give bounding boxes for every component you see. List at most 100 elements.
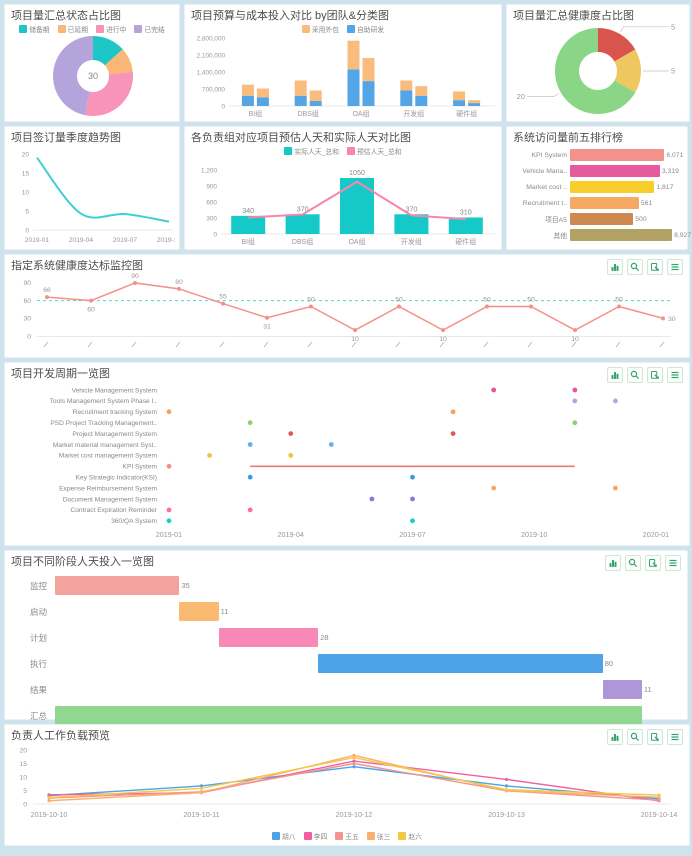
- point-value-label: 50: [307, 297, 315, 304]
- legend-label: 已延期: [67, 26, 88, 34]
- dev-cycle-chart: Vehicle Management System Tools Managemen…: [50, 387, 670, 539]
- monitor-point: [133, 280, 137, 285]
- scatter-point: [613, 485, 618, 491]
- monitor-point: [529, 304, 533, 309]
- excel-export-button[interactable]: [607, 367, 623, 383]
- y-tick-label: 10: [22, 189, 30, 196]
- scatter-point: [491, 485, 497, 491]
- excel-export-button[interactable]: [607, 729, 623, 745]
- x-tick-label: 2019-10: [521, 530, 547, 539]
- chart-title: 项目预算与成本投入对比 by团队&分类图: [191, 10, 390, 22]
- zoom-icon: [630, 732, 640, 742]
- y-tick-label: 15: [22, 170, 30, 177]
- budget-outsource-bar: [400, 80, 413, 91]
- x-tick-mark: [175, 341, 181, 348]
- legend-item[interactable]: 赵六: [398, 831, 422, 841]
- chart-toolbar: [605, 555, 681, 571]
- phase-bar: [602, 680, 642, 699]
- donut-slice: [598, 28, 636, 62]
- menu-button[interactable]: [665, 555, 681, 571]
- download-button[interactable]: [647, 367, 663, 383]
- phase-row: 结果 11: [11, 680, 681, 699]
- y-tick-label: 0: [27, 333, 31, 340]
- scatter-point: [288, 453, 294, 458]
- y-tick-label: 0: [221, 103, 225, 110]
- download-button[interactable]: [647, 259, 663, 275]
- excel-export-icon: [609, 560, 617, 567]
- download-icon: [649, 559, 657, 567]
- legend-item[interactable]: 已完结: [134, 24, 165, 34]
- download-button[interactable]: [647, 729, 663, 745]
- legend-item[interactable]: 王五: [335, 831, 359, 841]
- legend-item[interactable]: 张三: [366, 831, 390, 841]
- chart-toolbar: [607, 259, 683, 275]
- legend-item[interactable]: 李四: [303, 831, 327, 841]
- budget-self-bar: [241, 95, 254, 106]
- rank-value: 561: [640, 199, 653, 207]
- legend-label: 胡八: [282, 833, 296, 841]
- scatter-point: [288, 431, 294, 436]
- label-leader-line: [620, 26, 669, 33]
- phase-track: 80: [55, 654, 681, 673]
- rank-track: 1,817: [570, 181, 681, 193]
- phase-row: 汇总: [11, 706, 681, 725]
- workload-point: [504, 788, 509, 792]
- zoom-button[interactable]: [625, 555, 641, 571]
- legend-item[interactable]: 胡八: [272, 831, 296, 841]
- legend-item[interactable]: 预估人天_总和: [347, 146, 402, 156]
- rank-bar: [570, 229, 673, 241]
- x-tick-mark: [307, 341, 313, 348]
- y-tick-label: 1,200: [201, 167, 217, 174]
- workload-point: [504, 784, 509, 788]
- legend-swatch-icon: [335, 831, 344, 840]
- budget-outsource-bar: [241, 84, 254, 96]
- legend-item[interactable]: 实际人天_总和: [284, 146, 339, 156]
- card-sign-trend: 项目签订量季度趋势图 0 5 10 15 20 2019-01 2019-04 2019-07…: [4, 126, 181, 250]
- scatter-point: [572, 398, 578, 404]
- menu-icon: [669, 559, 677, 567]
- monitor-point: [441, 328, 445, 333]
- phase-label: 监控: [29, 580, 47, 591]
- legend-item[interactable]: 储备期: [19, 24, 50, 34]
- phase-bar: [218, 628, 319, 647]
- point-value-label: 10: [439, 336, 447, 343]
- download-button[interactable]: [645, 555, 661, 571]
- excel-export-button[interactable]: [607, 259, 623, 275]
- card-visits-rank: 系统访问量前五排行榜 KPI System 6,071 Vehicle Mana..…: [506, 126, 691, 250]
- legend-item[interactable]: 已延期: [57, 24, 88, 34]
- scatter-point: [166, 507, 172, 513]
- zoom-button[interactable]: [627, 367, 643, 383]
- menu-button[interactable]: [667, 729, 683, 745]
- x-tick-label: 2019-04: [278, 530, 304, 539]
- row-1: 项目量汇总状态占比图 储备期 已延期 进行中 已完结 30 项目预算与成本投入对比 b…: [4, 4, 690, 122]
- legend-item[interactable]: 采用外包: [301, 24, 339, 34]
- budget-self-bar: [294, 95, 307, 106]
- trend-line: [36, 157, 170, 223]
- point-value-label: 90: [131, 273, 139, 280]
- x-category-label: BI组: [241, 237, 255, 246]
- legend-item[interactable]: 进行中: [96, 24, 126, 34]
- y-tick-label: 1,400,000: [197, 69, 226, 76]
- bar-value-label: 370: [405, 204, 417, 213]
- x-tick-mark: [527, 341, 533, 348]
- health-donut-chart: 5 5 20: [517, 22, 675, 114]
- project-name-label: Key Strategic Indicator(KSI): [76, 475, 157, 482]
- project-name-label: Vehicle Management System: [72, 387, 158, 394]
- menu-button[interactable]: [667, 367, 683, 383]
- cost-self-bar: [362, 81, 375, 106]
- zoom-button[interactable]: [627, 729, 643, 745]
- excel-export-button[interactable]: [605, 555, 621, 571]
- legend-item[interactable]: 自助研发: [347, 24, 384, 34]
- project-name-label: Project Management System: [72, 431, 157, 438]
- monitor-point: [573, 328, 577, 333]
- y-tick-label: 0: [213, 231, 217, 238]
- card-dev-cycle: 项目开发周期一览图 Vehicle Management System Tools…: [4, 362, 690, 546]
- chart-title: 项目量汇总状态占比图: [11, 10, 121, 22]
- project-name-label: 360/QA System: [111, 518, 157, 525]
- budget-self-bar: [453, 100, 466, 106]
- menu-button[interactable]: [667, 259, 683, 275]
- y-tick-label: 10: [19, 774, 27, 781]
- legend-swatch-icon: [272, 831, 281, 840]
- zoom-button[interactable]: [627, 259, 643, 275]
- x-category-label: 开发组: [403, 109, 424, 118]
